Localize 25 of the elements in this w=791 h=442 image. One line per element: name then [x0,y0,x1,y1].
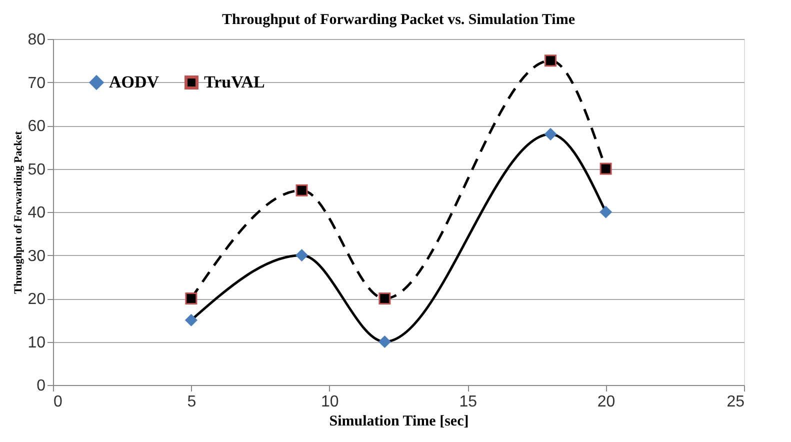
y-tick-label: 30 [28,248,46,265]
y-tick-label: 60 [28,118,46,135]
y-tick-label: 50 [28,161,46,178]
point [378,292,391,304]
y-tick-label: 10 [28,334,46,352]
point [600,162,612,175]
x-tick-label: 10 [321,394,339,410]
y-tick-label: 70 [28,74,46,92]
y-tick-label: 0 [36,378,46,394]
point [296,184,308,196]
point [544,54,557,67]
y-tick-label: 20 [28,291,46,308]
x-tick-label: 5 [187,394,196,410]
point [185,292,198,304]
legend-label: AODV [109,72,160,92]
legend-label: TruVAL [204,72,265,92]
chart-title: Throughput of Forwarding Packet vs. Simulation Time [222,12,576,28]
x-tick-label: 20 [597,394,616,410]
y-tick-label: 40 [28,204,46,222]
x-tick-label: 15 [459,394,478,410]
x-tick-label: 25 [726,394,745,410]
y-tick-label: 80 [28,32,46,48]
x-tick-label: 0 [54,394,62,410]
y-axis-title: Throughput of Forwarding Packet [12,130,25,294]
x-axis-title: Simulation Time [sec] [329,414,469,430]
